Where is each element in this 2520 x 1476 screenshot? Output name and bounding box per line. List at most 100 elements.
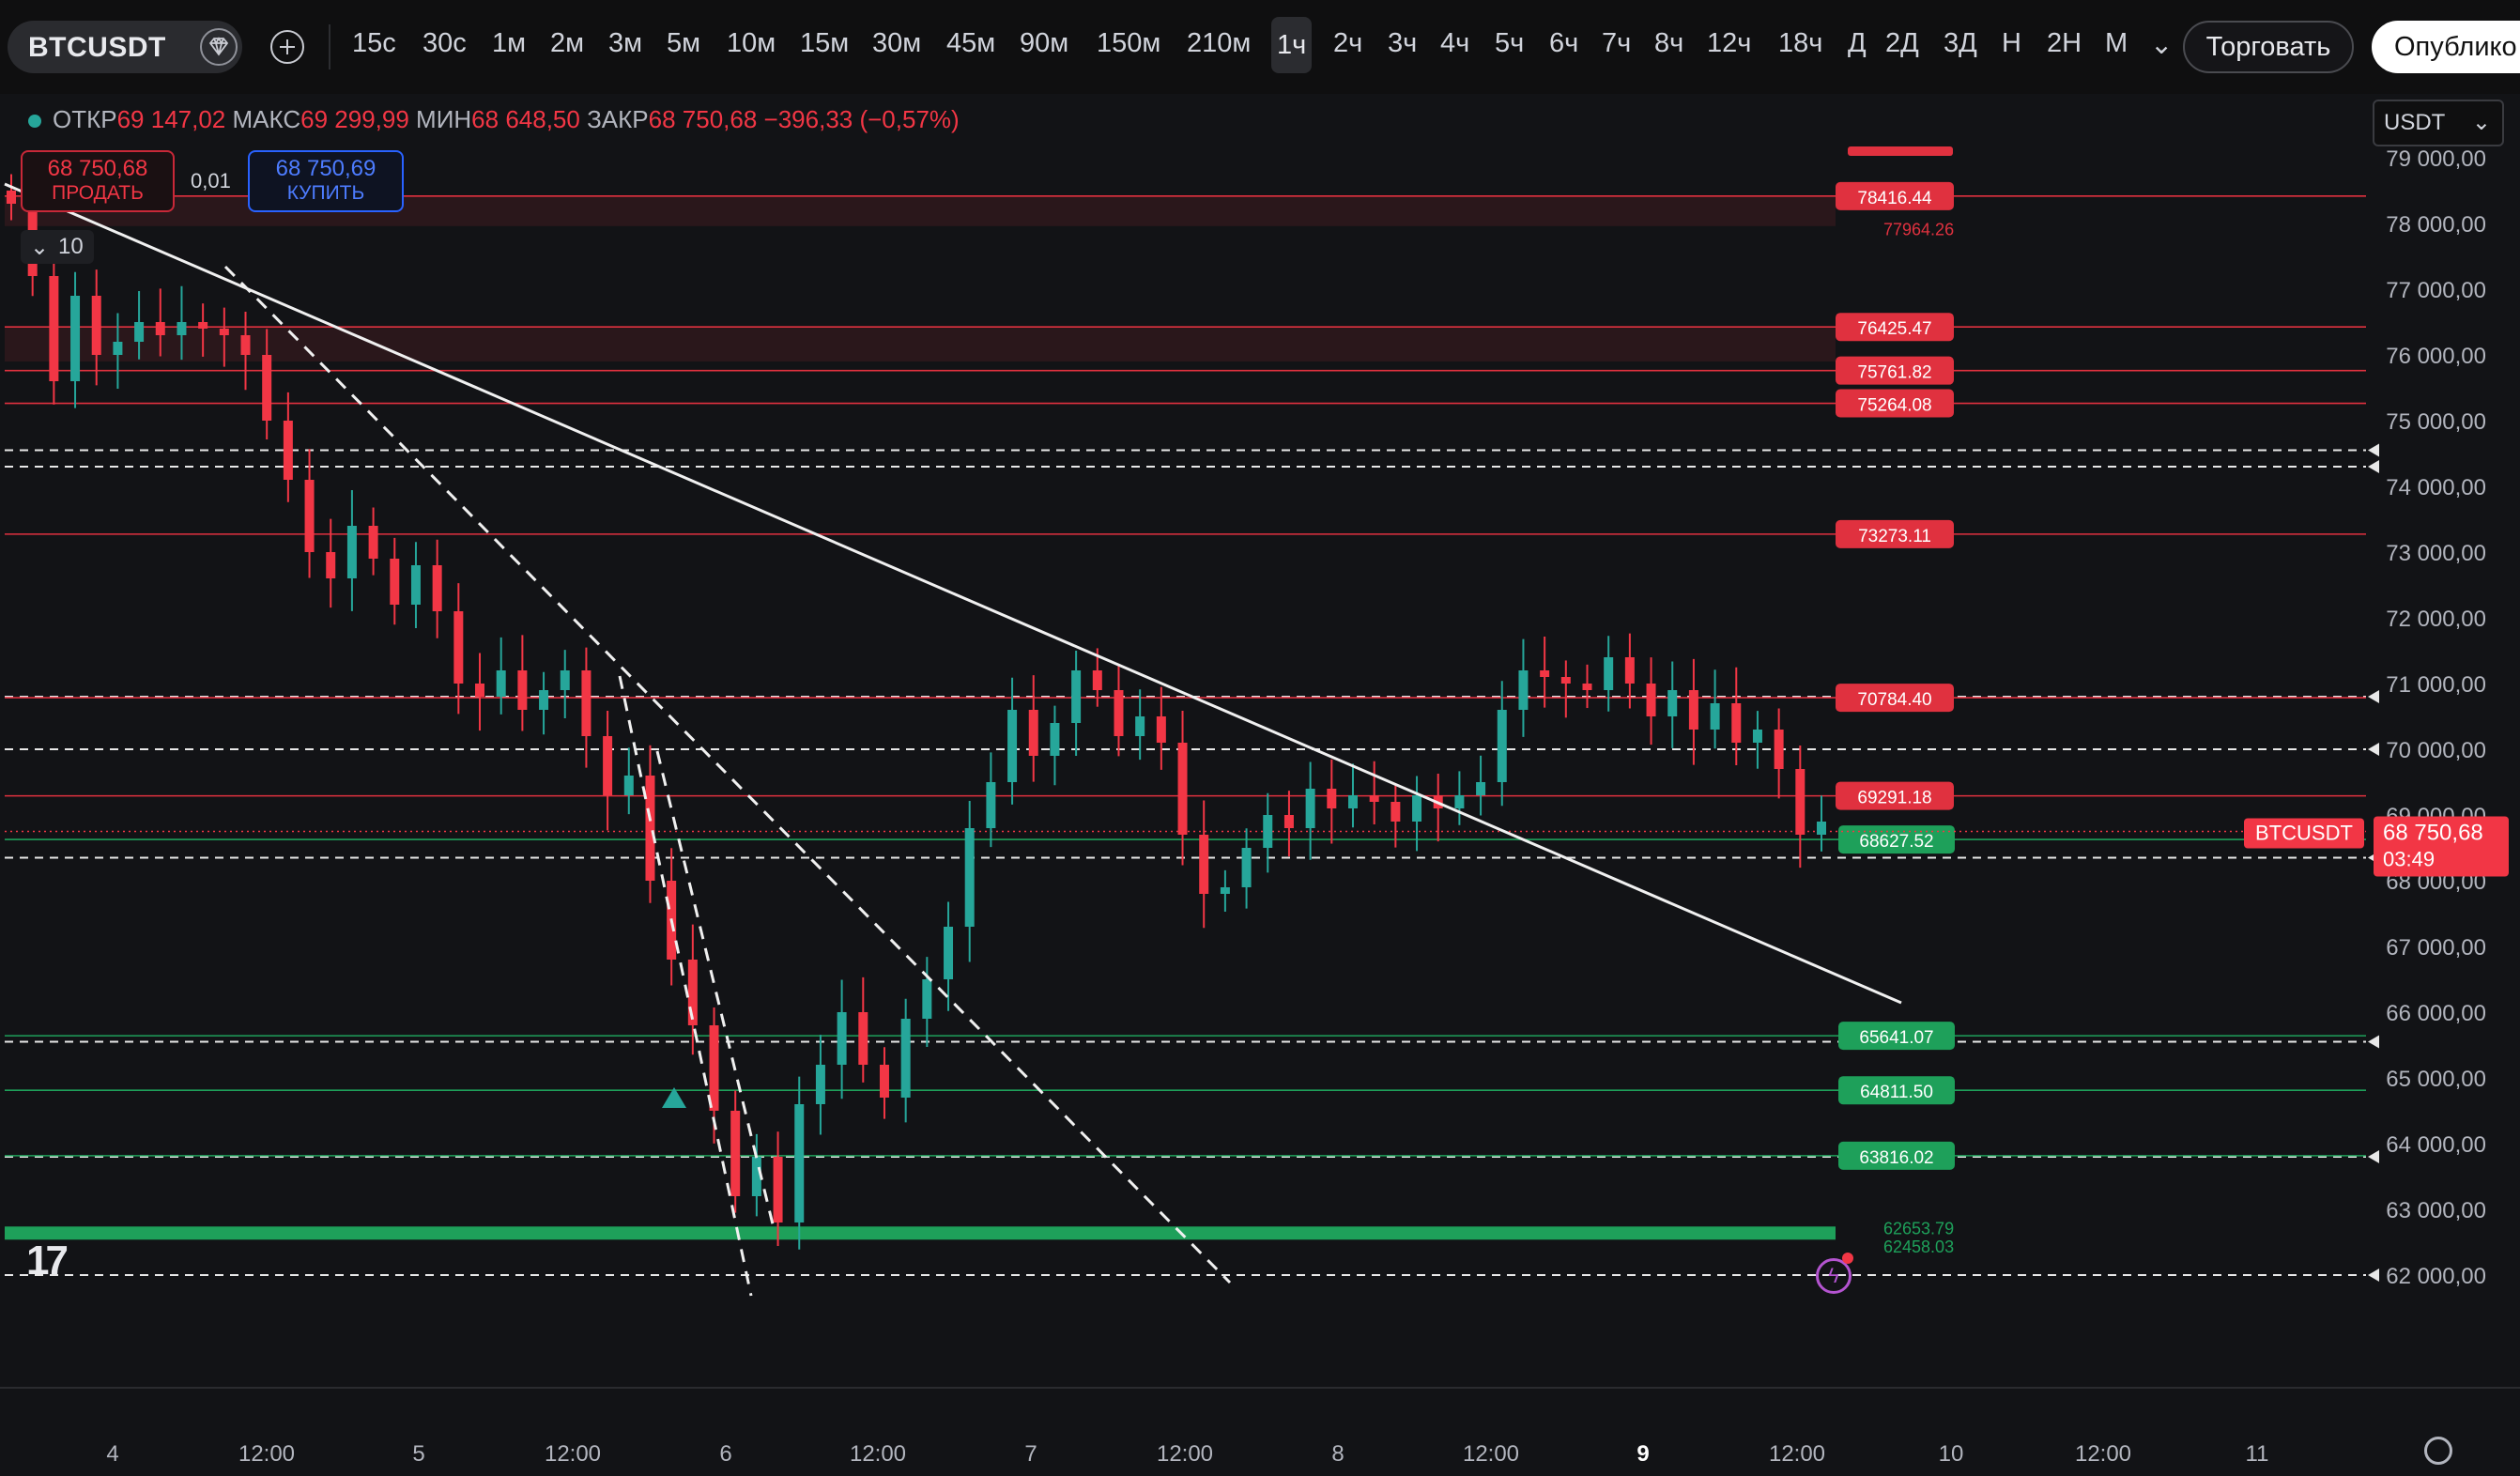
- candle: [1071, 670, 1082, 723]
- price-tick: 78 000,00: [2386, 212, 2486, 238]
- resistance-price: 69291.18: [1857, 789, 1931, 808]
- candle: [581, 670, 592, 736]
- interval-25[interactable]: 3Д: [1944, 28, 1977, 58]
- interval-2[interactable]: 1м: [492, 28, 527, 58]
- candle: [1752, 730, 1762, 743]
- candle: [1050, 723, 1060, 756]
- interval-27[interactable]: 2Н: [2047, 28, 2082, 58]
- candle: [177, 322, 187, 335]
- candle: [1028, 710, 1038, 756]
- high-value: 69 299,99: [300, 105, 409, 133]
- symbol-search-button[interactable]: BTCUSDT: [8, 21, 242, 73]
- candle: [49, 276, 59, 381]
- resistance-label: [1836, 356, 1954, 385]
- price-tick: 67 000,00: [2386, 935, 2486, 961]
- candle: [986, 782, 996, 828]
- interval-20[interactable]: 8ч: [1654, 28, 1684, 58]
- interval-12[interactable]: 210м: [1187, 28, 1252, 58]
- candle: [1114, 690, 1124, 736]
- candle: [1731, 703, 1742, 743]
- candle: [1199, 835, 1209, 894]
- candle: [1177, 743, 1188, 835]
- candle: [1795, 769, 1805, 835]
- candle: [1241, 848, 1252, 887]
- interval-26[interactable]: Н: [2002, 28, 2021, 58]
- resistance-price: 70784.40: [1857, 690, 1931, 710]
- interval-7[interactable]: 15м: [800, 28, 850, 58]
- buy-signal-icon: [662, 1087, 686, 1108]
- tradingview-logo[interactable]: 17: [26, 1238, 69, 1284]
- candle: [475, 684, 485, 697]
- interval-28[interactable]: М: [2105, 28, 2128, 58]
- interval-17[interactable]: 5ч: [1495, 28, 1525, 58]
- level-arrow-icon: [2368, 1035, 2379, 1049]
- current-price-tag: [2374, 816, 2509, 877]
- diamond-icon[interactable]: [200, 28, 238, 66]
- level-arrow-icon: [2368, 743, 2379, 756]
- trade-button[interactable]: Торговать: [2183, 21, 2354, 73]
- candle: [944, 927, 954, 979]
- settings-icon[interactable]: [2424, 1437, 2452, 1465]
- candle: [1540, 670, 1550, 677]
- candle: [1817, 822, 1826, 835]
- interval-22[interactable]: 18ч: [1778, 28, 1823, 58]
- interval-10[interactable]: 90м: [1020, 28, 1069, 58]
- interval-23[interactable]: Д: [1848, 28, 1867, 58]
- countdown: 03:49: [2383, 848, 2435, 871]
- sell-button[interactable]: 68 750,68 ПРОДАТЬ: [21, 150, 175, 212]
- price-tick: 63 000,00: [2386, 1198, 2486, 1223]
- resistance-label: [1836, 684, 1954, 713]
- candle: [751, 1157, 761, 1196]
- candle: [794, 1104, 805, 1222]
- interval-21[interactable]: 12ч: [1707, 28, 1752, 58]
- interval-11[interactable]: 150м: [1097, 28, 1161, 58]
- interval-24[interactable]: 2Д: [1885, 28, 1919, 58]
- interval-18[interactable]: 6ч: [1549, 28, 1579, 58]
- interval-3[interactable]: 2м: [550, 28, 585, 58]
- interval-1[interactable]: 30с: [423, 28, 467, 58]
- candle: [1369, 795, 1379, 802]
- support-label: [1838, 1141, 1955, 1170]
- sell-label: ПРОДАТЬ: [52, 182, 144, 204]
- time-tick: 10: [1939, 1441, 1964, 1467]
- interval-14[interactable]: 2ч: [1333, 28, 1363, 58]
- lightning-icon[interactable]: ϟ: [1816, 1258, 1852, 1294]
- interval-15[interactable]: 3ч: [1388, 28, 1418, 58]
- chevron-down-icon[interactable]: ⌄: [2150, 30, 2174, 60]
- zone-label: 62458.03: [1883, 1238, 1954, 1256]
- candle: [837, 1012, 847, 1065]
- interval-16[interactable]: 4ч: [1440, 28, 1470, 58]
- interval-4[interactable]: 3м: [608, 28, 643, 58]
- publish-button[interactable]: Опублико: [2372, 21, 2520, 73]
- candle: [410, 565, 421, 605]
- interval-6[interactable]: 10м: [727, 28, 776, 58]
- candle: [687, 960, 698, 1025]
- time-tick: 4: [106, 1441, 118, 1467]
- level-arrow-icon: [2368, 460, 2379, 473]
- currency-select[interactable]: USDT ⌄: [2373, 100, 2504, 146]
- interval-5[interactable]: 5м: [667, 28, 701, 58]
- candle: [240, 335, 251, 355]
- interval-0[interactable]: 15с: [352, 28, 396, 58]
- candle: [773, 1157, 783, 1222]
- candle: [155, 322, 165, 335]
- interval-13[interactable]: 1ч: [1271, 17, 1313, 73]
- price-tick: 74 000,00: [2386, 475, 2486, 500]
- interval-8[interactable]: 30м: [872, 28, 922, 58]
- add-symbol-icon[interactable]: [270, 30, 304, 64]
- price-tick: 62 000,00: [2386, 1264, 2486, 1289]
- candle: [1412, 795, 1422, 822]
- buy-price: 68 750,69: [275, 156, 376, 181]
- interval-19[interactable]: 7ч: [1602, 28, 1632, 58]
- close-value: 68 750,68: [648, 105, 758, 133]
- chart-area[interactable]: 79 000,00 78 000,00 77 000,00 76 000,00 75 0…: [0, 94, 2520, 1476]
- open-label: ОТКР: [53, 105, 117, 133]
- candle: [390, 559, 400, 605]
- quantity-selector[interactable]: ⌄ 10: [21, 230, 94, 264]
- candle: [1156, 716, 1166, 743]
- buy-button[interactable]: 68 750,69 КУПИТЬ: [248, 150, 404, 212]
- resistance-label: [1848, 146, 1953, 156]
- interval-9[interactable]: 45м: [946, 28, 996, 58]
- trend-line-dashed: [618, 675, 753, 1297]
